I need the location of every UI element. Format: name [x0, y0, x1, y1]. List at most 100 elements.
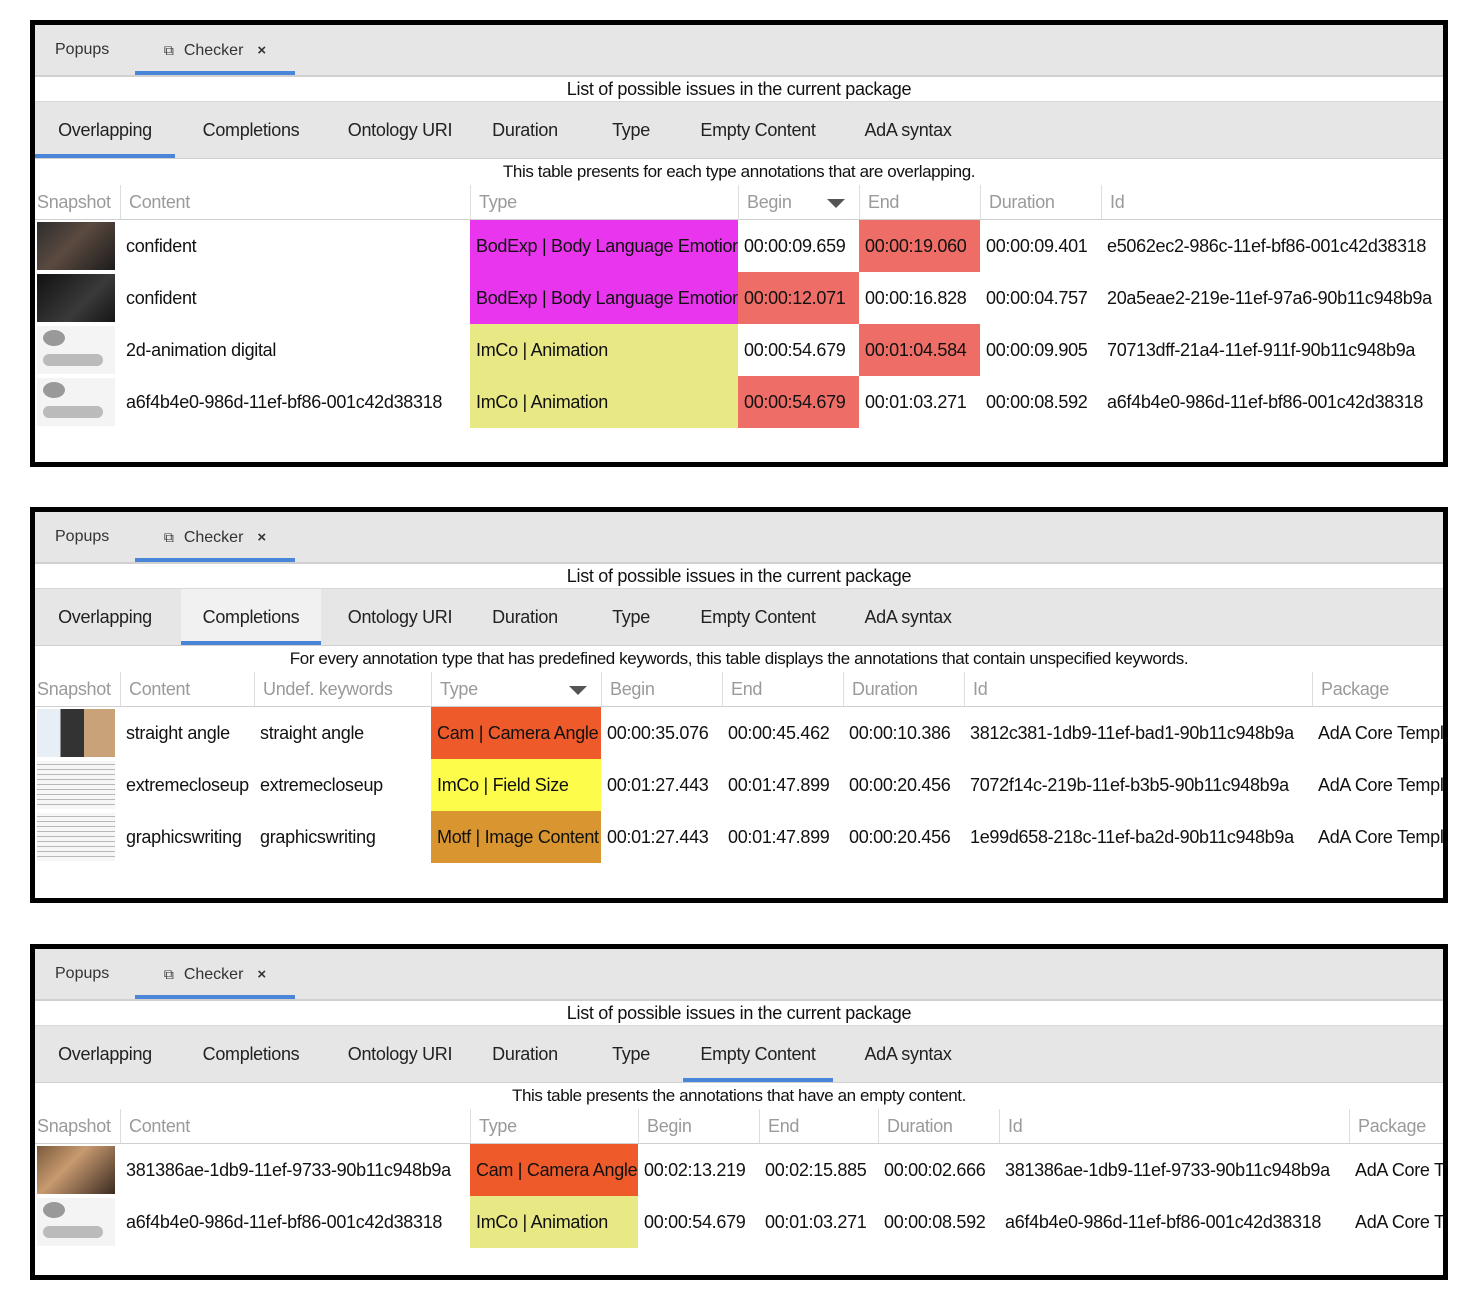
cell-begin: 00:00:12.071	[738, 272, 859, 324]
cell-id: 20a5eae2-219e-11ef-97a6-90b11c948b9a	[1107, 288, 1432, 308]
column-header-content[interactable]: Content	[120, 672, 254, 706]
column-header-duration[interactable]: Duration	[843, 672, 964, 706]
cell-content: confident	[126, 288, 197, 308]
cell-duration: 00:00:09.905	[986, 340, 1088, 360]
column-header-end[interactable]: End	[722, 672, 843, 706]
tab-ontology-uri[interactable]: Ontology URI	[347, 1044, 453, 1064]
popups-tab[interactable]: Popups	[55, 41, 110, 58]
cell-id: e5062ec2-986c-11ef-bf86-001c42d38318	[1107, 236, 1427, 256]
external-window-icon[interactable]: ⧉	[163, 966, 174, 982]
close-icon[interactable]: ×	[257, 966, 267, 983]
tab-empty-content[interactable]: Empty Content	[700, 607, 816, 627]
column-header-begin[interactable]: Begin	[638, 1109, 759, 1143]
table-description: This table presents for each type annota…	[502, 162, 976, 181]
tab-completions[interactable]: Completions	[181, 589, 321, 645]
cell-content: a6f4b4e0-986d-11ef-bf86-001c42d38318	[126, 1212, 443, 1232]
tab-ontology-uri[interactable]: Ontology URI	[347, 120, 453, 140]
column-header-id[interactable]: Id	[1101, 185, 1443, 219]
cell-begin: 00:00:54.679	[744, 340, 846, 360]
tab-overlapping[interactable]: Overlapping	[58, 1044, 152, 1064]
tab-overlapping[interactable]: Overlapping	[58, 607, 152, 627]
table-row[interactable]: 381386ae-1db9-11ef-9733-90b11c948b9a Cam …	[35, 1144, 1443, 1196]
table-row[interactable]: a6f4b4e0-986d-11ef-bf86-001c42d38318 ImCo…	[35, 1196, 1443, 1248]
table-header: Snapshot Content Type Begin End Duration Id Pac…	[35, 1109, 1443, 1144]
column-header-end[interactable]: End	[859, 185, 980, 219]
snapshot-thumbnail	[37, 222, 115, 270]
column-header-begin[interactable]: Begin	[601, 672, 722, 706]
checker-tab[interactable]: ⧉ Checker ×	[135, 25, 295, 75]
column-header-duration[interactable]: Duration	[878, 1109, 999, 1143]
cell-begin: 00:01:27.443	[607, 827, 709, 847]
column-header-undef[interactable]: Undef. keywords	[254, 672, 431, 706]
column-header-content[interactable]: Content	[120, 1109, 470, 1143]
tab-type[interactable]: Type	[612, 120, 650, 140]
cell-end: 00:02:15.885	[765, 1160, 867, 1180]
close-icon[interactable]: ×	[257, 42, 267, 59]
tab-empty-content[interactable]: Empty Content	[700, 120, 816, 140]
tab-completions[interactable]: Completions	[202, 1044, 300, 1064]
window-tabstrip: Popups ⧉ Checker ×	[35, 25, 1443, 77]
cell-type: ImCo | Animation	[470, 376, 738, 428]
tab-overlapping[interactable]: Overlapping	[35, 102, 175, 158]
cell-package: AdA Core Templa	[1318, 775, 1448, 795]
table-row[interactable]: confident BodExp | Body Language Emotion 0…	[35, 272, 1443, 324]
popups-tab[interactable]: Popups	[55, 528, 110, 545]
table-row[interactable]: confident BodExp | Body Language Emotion 0…	[35, 220, 1443, 272]
cell-duration: 00:00:10.386	[849, 723, 951, 743]
tab-type[interactable]: Type	[612, 607, 650, 627]
tab-ada-syntax[interactable]: AdA syntax	[864, 120, 952, 140]
tab-ada-syntax[interactable]: AdA syntax	[864, 1044, 952, 1064]
column-header-type[interactable]: Type	[470, 1109, 638, 1143]
checker-panel-empty-content: Popups ⧉ Checker × List of possible issues i…	[30, 944, 1448, 1280]
thumbnail-bar	[43, 354, 103, 366]
snapshot-thumbnail	[37, 326, 115, 374]
table-header: Snapshot Content Type Begin End Duration Id	[35, 185, 1443, 220]
cell-begin: 00:00:35.076	[607, 723, 709, 743]
column-header-package[interactable]: Package	[1349, 1109, 1443, 1143]
tab-type[interactable]: Type	[612, 1044, 650, 1064]
column-header-id[interactable]: Id	[999, 1109, 1349, 1143]
tab-ontology-uri[interactable]: Ontology URI	[347, 607, 453, 627]
cell-content: extremecloseup	[126, 775, 249, 795]
cell-end: 00:00:16.828	[865, 288, 967, 308]
sort-descending-icon[interactable]	[569, 686, 587, 695]
column-header-package[interactable]: Package	[1312, 672, 1443, 706]
column-header-id[interactable]: Id	[964, 672, 1312, 706]
cell-duration: 00:00:08.592	[986, 392, 1088, 412]
snapshot-thumbnail	[37, 1146, 115, 1194]
column-header-type[interactable]: Type	[431, 672, 601, 706]
close-icon[interactable]: ×	[257, 529, 267, 546]
tab-empty-content[interactable]: Empty Content	[683, 1026, 833, 1082]
column-header-duration[interactable]: Duration	[980, 185, 1101, 219]
external-window-icon[interactable]: ⧉	[163, 42, 174, 58]
tab-ada-syntax[interactable]: AdA syntax	[864, 607, 952, 627]
sort-descending-icon[interactable]	[827, 199, 845, 208]
tab-duration[interactable]: Duration	[492, 120, 558, 140]
window-tabstrip: Popups ⧉ Checker ×	[35, 512, 1443, 564]
tab-duration[interactable]: Duration	[492, 607, 558, 627]
tab-duration[interactable]: Duration	[492, 1044, 558, 1064]
popups-tab[interactable]: Popups	[55, 965, 110, 982]
table-row[interactable]: 2d-animation digital ImCo | Animation 00:0…	[35, 324, 1443, 376]
column-header-content[interactable]: Content	[120, 185, 470, 219]
column-header-snapshot[interactable]: Snapshot	[37, 679, 111, 699]
snapshot-thumbnail	[37, 813, 115, 861]
table-row[interactable]: straight angle straight angle Cam | Camera…	[35, 707, 1443, 759]
cell-content: 2d-animation digital	[126, 340, 277, 360]
cell-content: 381386ae-1db9-11ef-9733-90b11c948b9a	[126, 1160, 451, 1180]
checker-tab[interactable]: ⧉ Checker ×	[135, 512, 295, 562]
cell-duration: 00:00:04.757	[986, 288, 1088, 308]
column-header-type[interactable]: Type	[470, 185, 738, 219]
table-row[interactable]: a6f4b4e0-986d-11ef-bf86-001c42d38318 ImCo…	[35, 376, 1443, 428]
external-window-icon[interactable]: ⧉	[163, 529, 174, 545]
column-header-snapshot[interactable]: Snapshot	[37, 1116, 111, 1136]
table-row[interactable]: extremecloseup extremecloseup ImCo | Field…	[35, 759, 1443, 811]
column-header-begin[interactable]: Begin	[738, 185, 859, 219]
table-row[interactable]: graphicswriting graphicswriting Motf | Ima…	[35, 811, 1443, 863]
column-header-end[interactable]: End	[759, 1109, 878, 1143]
cell-id: 7072f14c-219b-11ef-b3b5-90b11c948b9a	[970, 775, 1289, 795]
cell-type: Cam | Camera Angle	[431, 707, 601, 759]
column-header-snapshot[interactable]: Snapshot	[37, 192, 111, 212]
checker-tab[interactable]: ⧉ Checker ×	[135, 949, 295, 999]
tab-completions[interactable]: Completions	[202, 120, 300, 140]
